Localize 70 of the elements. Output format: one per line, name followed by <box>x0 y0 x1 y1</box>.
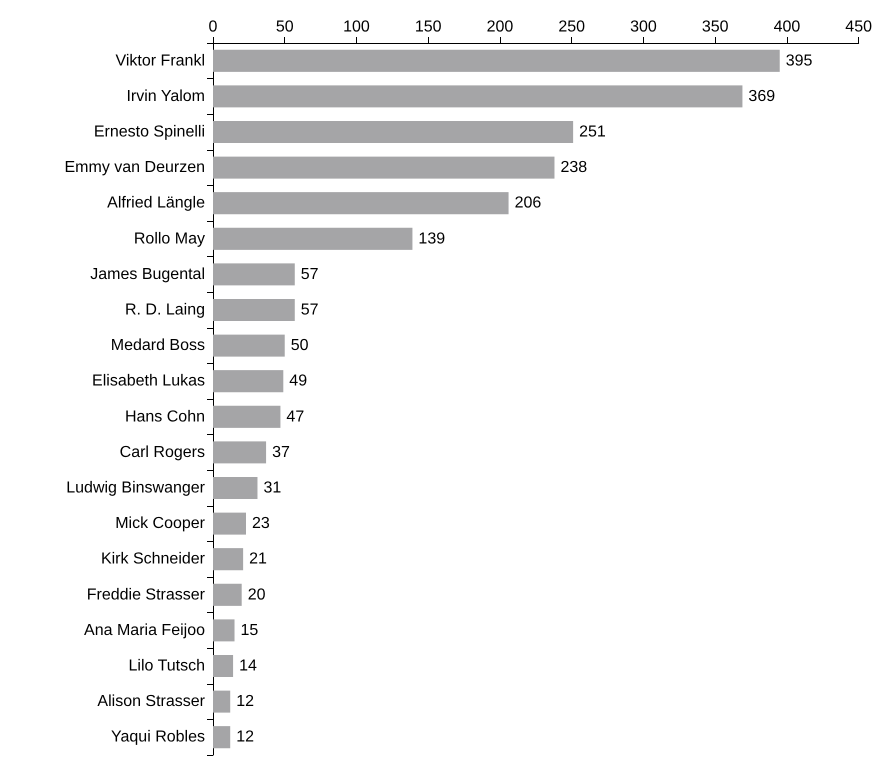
data-label: 57 <box>300 302 319 318</box>
data-label: 49 <box>289 372 308 390</box>
y-tick-label: Medard Boss <box>110 337 205 354</box>
data-label: 14 <box>239 658 257 674</box>
y-tick-label: James Bugental <box>90 266 205 283</box>
y-tick-label: Irvin Yalom <box>126 88 205 105</box>
x-tick-label: 400 <box>774 18 800 36</box>
x-tick-label: 150 <box>414 18 442 36</box>
data-label: 20 <box>248 586 266 604</box>
data-label: 15 <box>240 622 258 639</box>
data-label: 50 <box>290 337 309 354</box>
bar <box>213 512 246 535</box>
y-tick-label: Freddie Strasser <box>86 586 206 604</box>
data-label: 12 <box>236 693 254 710</box>
bar <box>213 120 574 144</box>
bar <box>213 298 295 322</box>
bar <box>213 263 295 286</box>
y-tick-label: Yaqui Robles <box>111 728 205 746</box>
y-tick-label: Viktor Frankl <box>115 52 205 70</box>
y-tick-label: Kirk Schneider <box>100 550 206 568</box>
x-tick-label: 50 <box>276 18 294 36</box>
y-tick-label: Carl Rogers <box>120 444 205 461</box>
y-tick-label: Elisabeth Lukas <box>92 372 205 390</box>
bar <box>213 192 509 214</box>
data-label: 47 <box>286 408 304 426</box>
data-label: 23 <box>252 515 270 532</box>
data-label: 139 <box>418 230 446 248</box>
y-tick-label: R. D. Laing <box>124 302 205 318</box>
x-tick-label: 100 <box>343 18 370 36</box>
bar <box>213 85 742 108</box>
bar <box>213 584 242 606</box>
data-label: 12 <box>236 728 254 746</box>
bar <box>213 548 244 570</box>
bar <box>213 619 235 642</box>
bar <box>213 156 554 179</box>
data-label: 31 <box>263 480 282 496</box>
bar <box>213 334 285 357</box>
y-tick-label: Emmy van Deurzen <box>64 159 205 176</box>
bar <box>213 690 230 713</box>
bar <box>213 654 234 678</box>
y-tick-label: Lilo Tutsch <box>128 658 205 674</box>
data-label: 57 <box>300 266 319 283</box>
data-label: 251 <box>579 124 606 140</box>
data-label: 206 <box>514 194 542 212</box>
y-tick-label: Rollo May <box>134 230 205 248</box>
y-tick-label: Ana Maria Feijoo <box>84 622 206 639</box>
x-tick-label: 450 <box>845 18 872 36</box>
bar <box>213 228 412 250</box>
x-tick-label: 200 <box>486 18 514 36</box>
data-label: 395 <box>786 52 813 70</box>
y-tick-label: Alison Strasser <box>97 693 206 710</box>
bar <box>213 370 284 392</box>
bar <box>213 726 230 748</box>
y-tick-label: Hans Cohn <box>124 408 205 426</box>
data-label: 238 <box>560 159 588 176</box>
data-label: 37 <box>272 444 290 461</box>
x-tick-label: 350 <box>702 18 729 36</box>
y-tick-label: Ernesto Spinelli <box>94 124 205 140</box>
x-tick-label: 250 <box>558 18 586 36</box>
bar <box>213 406 280 428</box>
data-label: 21 <box>249 550 268 568</box>
x-tick-label: 0 <box>208 18 218 36</box>
y-tick-label: Ludwig Binswanger <box>66 480 206 496</box>
data-label: 369 <box>748 88 776 105</box>
bar <box>213 441 266 464</box>
bar <box>213 50 780 72</box>
bar <box>213 476 258 500</box>
y-tick-label: Mick Cooper <box>115 515 206 532</box>
x-tick-label: 300 <box>630 18 657 36</box>
y-tick-label: Alfried Längle <box>107 194 206 212</box>
